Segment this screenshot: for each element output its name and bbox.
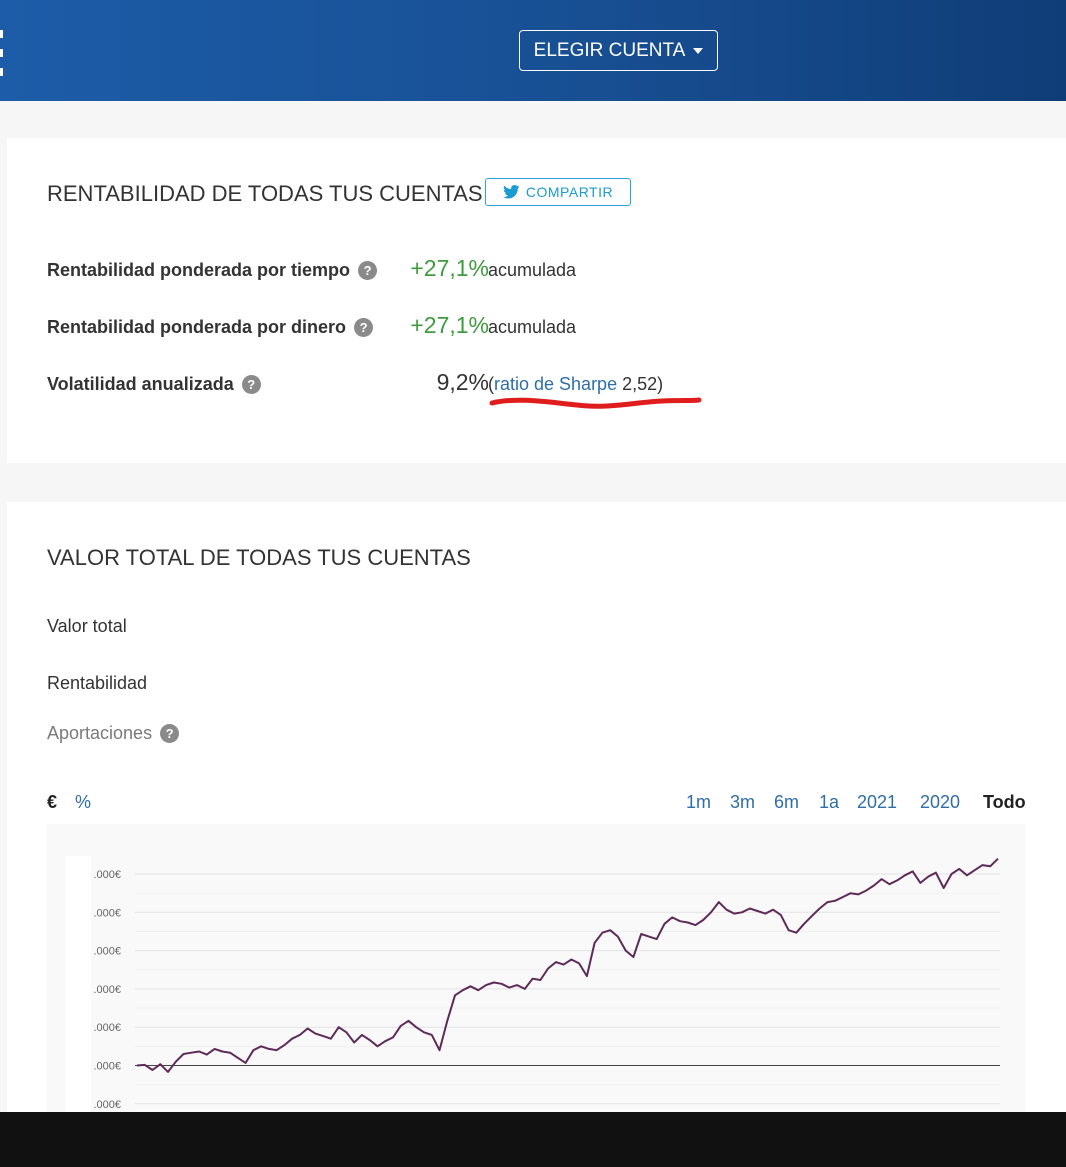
sharpe-ratio-link[interactable]: ratio de Sharpe [494, 374, 618, 394]
bottom-bar [0, 1112, 1066, 1167]
help-icon[interactable]: ? [354, 318, 374, 337]
unit-percent-toggle[interactable]: % [75, 792, 92, 812]
choose-account-label: ELEGIR CUENTA [533, 39, 686, 61]
share-button[interactable]: COMPARTIR [485, 178, 631, 206]
range-1a[interactable]: 1a [819, 792, 840, 812]
volatility-label: Volatilidad anualizada ? [47, 374, 261, 395]
twitter-icon [502, 185, 520, 199]
top-navigation-bar: ELEGIR CUENTA [0, 0, 1066, 101]
twr-row: Rentabilidad ponderada por tiempo ? +27,… [47, 253, 747, 283]
twr-label: Rentabilidad ponderada por tiempo ? [47, 260, 378, 281]
value-chart-svg: .000€ .000€ .000€ .000€ .000€ .000€ .000€ [65, 856, 1000, 1122]
total-value-card: VALOR TOTAL DE TODAS TUS CUENTAS Valor t… [7, 502, 1066, 1122]
y-tick-label: .000€ [93, 1099, 121, 1111]
sharpe-ratio: (ratio de Sharpe 2,52) [488, 374, 664, 394]
total-value-label: Valor total [47, 616, 127, 636]
help-icon[interactable]: ? [160, 724, 180, 743]
range-2021[interactable]: 2021 [857, 792, 898, 812]
y-tick-label: .000€ [93, 984, 121, 996]
y-tick-label: .000€ [93, 907, 121, 919]
returns-card: RENTABILIDAD DE TODAS TUS CUENTAS COMPAR… [7, 138, 1066, 463]
y-tick-label: .000€ [93, 946, 121, 958]
y-tick-label: .000€ [93, 1061, 121, 1073]
contributions-label: Aportaciones ? [47, 723, 180, 744]
help-icon[interactable]: ? [241, 375, 261, 394]
share-label: COMPARTIR [525, 184, 614, 200]
y-tick-label: .000€ [93, 869, 121, 881]
volatility-row: Volatilidad anualizada ? 9,2% (ratio de … [47, 367, 747, 397]
choose-account-button[interactable]: ELEGIR CUENTA [519, 30, 718, 71]
menu-icon[interactable] [0, 30, 3, 76]
twr-suffix: acumulada [488, 260, 577, 280]
volatility-value: 9,2% [436, 369, 489, 395]
twr-value: +27,1% [410, 255, 489, 281]
caret-down-icon [693, 47, 704, 54]
mwr-label: Rentabilidad ponderada por dinero ? [47, 317, 374, 338]
range-1m[interactable]: 1m [686, 792, 712, 812]
range-2020[interactable]: 2020 [920, 792, 961, 812]
range-all[interactable]: Todo [983, 792, 1026, 812]
red-underline-annotation [489, 397, 702, 409]
redaction-mask [65, 856, 91, 1122]
mwr-row: Rentabilidad ponderada por dinero ? +27,… [47, 310, 747, 340]
help-icon[interactable]: ? [358, 261, 378, 280]
return-label: Rentabilidad [47, 673, 148, 693]
returns-title: RENTABILIDAD DE TODAS TUS CUENTAS [47, 181, 483, 206]
y-tick-label: .000€ [93, 1022, 121, 1034]
value-chart: .000€ .000€ .000€ .000€ .000€ .000€ .000€ [47, 824, 1025, 1122]
unit-euro-toggle[interactable]: € [47, 792, 58, 812]
mwr-suffix: acumulada [488, 317, 577, 337]
total-value-title: VALOR TOTAL DE TODAS TUS CUENTAS [47, 545, 471, 570]
series-line [136, 857, 999, 1073]
range-3m[interactable]: 3m [730, 792, 756, 812]
range-6m[interactable]: 6m [774, 792, 800, 812]
mwr-value: +27,1% [410, 312, 489, 338]
